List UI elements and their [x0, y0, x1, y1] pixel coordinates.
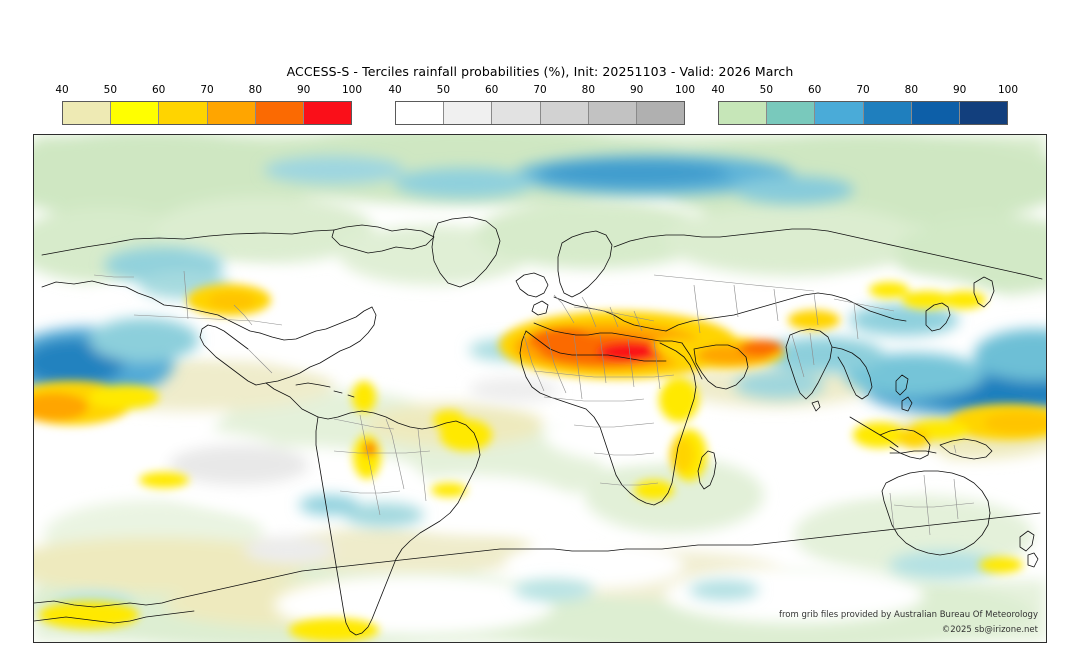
tick-60: 60 [807, 84, 822, 96]
swatch-70-80 [207, 102, 256, 124]
tick-40: 40 [711, 84, 725, 96]
tick-100: 100 [341, 84, 363, 96]
swatch-80-90 [911, 102, 960, 124]
swatch-60-70 [159, 102, 208, 124]
tick-90: 90 [629, 84, 644, 96]
copyright-credit: ©2025 sb@irizone.net [941, 625, 1038, 635]
coastlines [34, 216, 1043, 636]
swatch-70-80 [540, 102, 589, 124]
tick-90: 90 [952, 84, 967, 96]
tick-90: 90 [296, 84, 311, 96]
swatch-90-100 [959, 102, 1008, 124]
swatch-90-100 [636, 102, 685, 124]
tick-40: 40 [388, 84, 402, 96]
page-title: ACCESS-S - Terciles rainfall probabiliti… [286, 64, 794, 79]
world-probability-map[interactable] [34, 135, 1046, 642]
tick-80: 80 [581, 84, 596, 96]
swatch-50-60 [444, 102, 493, 124]
tick-40: 40 [55, 84, 69, 96]
tick-70: 70 [200, 84, 214, 96]
swatch-50-60 [111, 102, 160, 124]
tick-60: 60 [151, 84, 166, 96]
tick-60: 60 [484, 84, 499, 96]
field-above-normal [34, 282, 1046, 642]
colorbar-above-normal-ticks: 40 50 60 70 80 90 100 [55, 84, 362, 98]
tick-50: 50 [436, 84, 451, 96]
tick-70: 70 [533, 84, 547, 96]
swatch-80-90 [588, 102, 637, 124]
swatch-40-50 [719, 102, 768, 124]
colorbar-near-normal-ticks: 40 50 60 70 80 90 100 [388, 84, 695, 98]
swatch-60-70 [815, 102, 864, 124]
colorbar-below-normal-swatches [718, 101, 1008, 125]
swatch-90-100 [303, 102, 352, 124]
tick-80: 80 [904, 84, 919, 96]
tick-100: 100 [997, 84, 1019, 96]
swatch-40-50 [63, 102, 112, 124]
colorbar-near-normal: 40 50 60 70 80 90 100 [388, 84, 695, 125]
tick-70: 70 [856, 84, 870, 96]
colorbar-below-normal: 40 50 60 70 80 90 100 [711, 84, 1018, 125]
tick-100: 100 [674, 84, 696, 96]
field-below-normal [34, 155, 1046, 617]
tick-50: 50 [759, 84, 774, 96]
swatch-60-70 [492, 102, 541, 124]
swatch-80-90 [255, 102, 304, 124]
colorbar-above-normal: 40 50 60 70 80 90 100 [55, 84, 362, 125]
map-panel[interactable]: from grib files provided by Australian B… [33, 134, 1047, 643]
country-borders [93, 270, 975, 536]
colorbar-near-normal-swatches [395, 101, 685, 125]
tick-80: 80 [248, 84, 263, 96]
swatch-40-50 [396, 102, 445, 124]
colorbar-below-normal-ticks: 40 50 60 70 80 90 100 [711, 84, 1018, 98]
source-credit: from grib files provided by Australian B… [778, 610, 1038, 620]
swatch-50-60 [767, 102, 816, 124]
colorbar-above-normal-swatches [62, 101, 352, 125]
tick-50: 50 [103, 84, 118, 96]
field-background [34, 135, 1046, 642]
swatch-70-80 [863, 102, 912, 124]
